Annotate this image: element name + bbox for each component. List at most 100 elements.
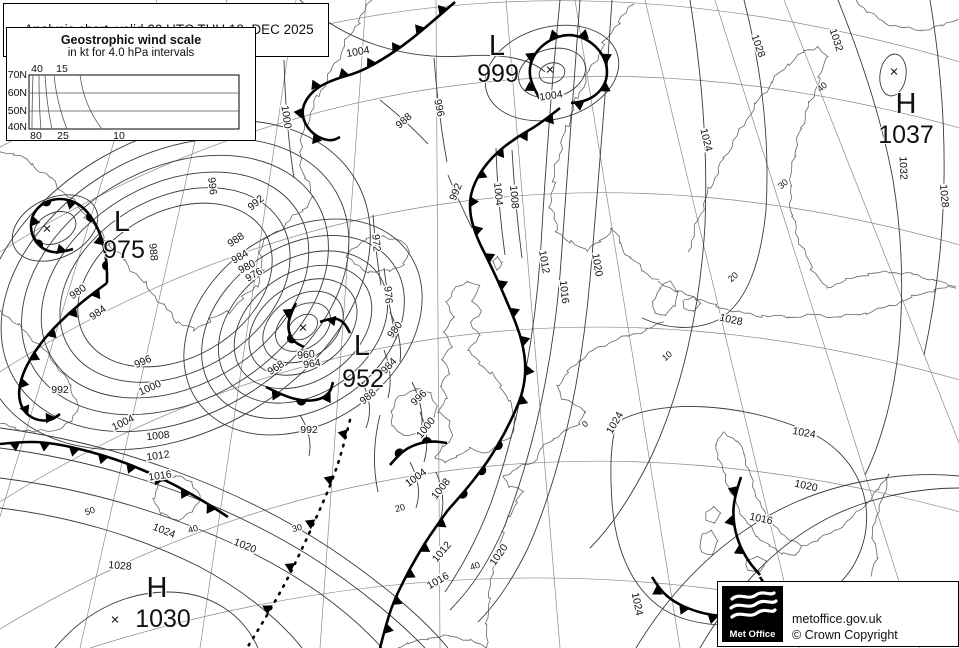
cold-front-symbol xyxy=(544,113,554,125)
pressure-center-cross-icon: × xyxy=(890,64,899,81)
occluded-front xyxy=(29,197,109,283)
cold-front-symbol xyxy=(415,24,426,35)
wind-scale-curve xyxy=(31,74,34,130)
wind-scale-bottom-label: 10 xyxy=(113,130,125,140)
coastline xyxy=(800,473,890,577)
isobar-label: 996 xyxy=(205,177,219,196)
cold-front xyxy=(724,476,761,576)
cold-front-symbol xyxy=(724,515,735,527)
cold-front-symbol xyxy=(206,503,217,514)
graticule-label: 20 xyxy=(394,502,406,514)
warm-front-symbol xyxy=(394,448,403,458)
isobar-label: 1024 xyxy=(604,410,626,436)
upper-front-symbol xyxy=(323,475,334,486)
cold-front-symbol xyxy=(419,542,431,552)
graticule-label: 30 xyxy=(291,522,303,534)
warm-front xyxy=(389,437,448,466)
isobar xyxy=(361,381,370,429)
isobar-label: 1012 xyxy=(536,249,552,274)
coastline xyxy=(651,279,679,317)
isobar-label: 992 xyxy=(51,384,69,396)
logo-waves-icon xyxy=(729,591,778,619)
occluded-front-symbol xyxy=(282,308,294,319)
isobar xyxy=(635,474,959,648)
isobar xyxy=(495,147,506,256)
occluded-front-symbol xyxy=(56,243,67,255)
cold-front-symbol xyxy=(600,81,611,92)
occluded-front-symbol xyxy=(271,389,282,401)
cold-front-symbol xyxy=(19,404,30,415)
pressure-center-value: 1037 xyxy=(878,121,934,149)
isobar-label: 1008 xyxy=(429,476,453,502)
cold-front-symbol xyxy=(520,335,531,347)
copyright-notice: © Crown Copyright xyxy=(792,627,898,642)
isobar-label: 960 xyxy=(297,348,316,362)
isobar xyxy=(59,187,291,383)
pressure-center-cross-icon: × xyxy=(546,62,555,79)
cold-front-symbol xyxy=(29,350,41,361)
isobar-label: 1004 xyxy=(345,44,370,60)
pressure-center-value: 1030 xyxy=(135,605,191,633)
isobar xyxy=(923,0,945,356)
wind-scale-graph: 70N 60N 50N 40N 40 15 80 25 10 xyxy=(8,63,240,140)
wind-scale-frame xyxy=(28,74,240,130)
isobar-label: 996 xyxy=(133,353,154,371)
isobar-label: 1008 xyxy=(146,429,171,443)
cold-front-symbol xyxy=(525,365,535,377)
cold-front-symbol xyxy=(437,5,448,16)
isobar xyxy=(447,174,473,229)
cold-front-symbol xyxy=(494,147,505,159)
graticule-line xyxy=(783,0,959,444)
isobar-label: 1016 xyxy=(557,280,571,305)
cold-front-symbol xyxy=(679,604,690,615)
wind-scale-lat-label: 40N xyxy=(8,121,27,133)
wind-scale-curve xyxy=(38,74,42,130)
graticule-line xyxy=(574,0,681,648)
pressure-center-l952: L 952 × xyxy=(299,320,385,395)
isobar xyxy=(77,202,273,368)
pressure-center-letter: H xyxy=(896,88,917,120)
cold-front-symbol xyxy=(517,394,529,405)
graticule-label: 30 xyxy=(776,177,790,191)
cold-front-symbol xyxy=(311,79,322,91)
isobar-label: 1028 xyxy=(748,33,767,59)
coastline xyxy=(491,255,503,271)
isobar xyxy=(0,477,383,648)
isobar-label: 988 xyxy=(146,243,160,262)
cold-front-symbol xyxy=(733,544,745,555)
graticule-label: 40 xyxy=(815,80,829,94)
warm-front-symbol xyxy=(459,489,468,499)
branding: Met Office metoffice.gov.uk © Crown Copy… xyxy=(717,581,959,647)
wind-scale-curve xyxy=(79,74,103,130)
cold-front-symbol xyxy=(484,253,496,264)
isobar xyxy=(11,194,99,262)
graticule-line xyxy=(0,460,959,630)
coastline xyxy=(152,475,201,522)
isobar-label: 996 xyxy=(431,98,446,118)
isobar-label: 1004 xyxy=(110,412,136,433)
isobar xyxy=(433,57,448,163)
graticule-line xyxy=(199,0,297,648)
wind-scale-lat-label: 70N xyxy=(8,69,27,81)
isobar-label: 1024 xyxy=(791,425,816,441)
cold-front-symbol xyxy=(293,107,304,119)
isobar-label: 1020 xyxy=(589,252,605,277)
isobar xyxy=(379,99,429,145)
cold-front-symbol xyxy=(518,130,528,142)
upper-front-symbol xyxy=(262,605,273,615)
warm-front xyxy=(447,431,507,511)
met-office-url: metoffice.gov.uk xyxy=(792,611,882,626)
occluded-front-symbol xyxy=(34,239,44,248)
cold-front-symbol xyxy=(180,488,191,499)
cold-front-symbol xyxy=(90,288,101,300)
graticule-line xyxy=(0,326,959,503)
isobar-label: 1016 xyxy=(148,468,173,483)
graticule-line xyxy=(714,0,921,648)
cold-front-symbol xyxy=(97,454,109,465)
warm-front-symbol xyxy=(478,466,487,476)
isobar xyxy=(589,0,707,549)
